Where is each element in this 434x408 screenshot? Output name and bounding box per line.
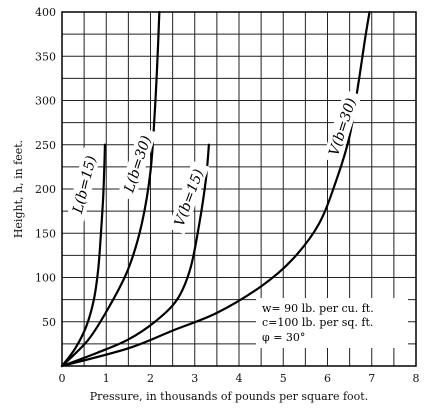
y-axis-title: Height, h, in feet. xyxy=(12,140,25,238)
y-tick-label: 150 xyxy=(35,227,56,240)
x-tick-label: 0 xyxy=(59,372,66,385)
label-l-b15-background xyxy=(66,147,102,222)
curve-l-b15 xyxy=(60,143,107,368)
y-tick-label: 50 xyxy=(42,316,56,329)
parameter-note: w= 90 lb. per cu. ft. c=100 lb. per sq. … xyxy=(256,298,408,348)
x-tick-label: 7 xyxy=(368,372,375,385)
x-axis-title: Pressure, in thousands of pounds per squ… xyxy=(90,390,368,403)
note-friction-angle: φ = 30° xyxy=(262,331,305,344)
y-tick-label: 350 xyxy=(35,50,56,63)
y-tick-label: 400 xyxy=(35,6,56,19)
y-tick-label: 200 xyxy=(35,183,56,196)
label-l-b15-group: L(b=15) xyxy=(66,147,102,222)
label-l-b30: L(b=30) xyxy=(121,134,155,196)
label-v-b30-background xyxy=(322,89,362,164)
note-unit-weight: w= 90 lb. per cu. ft. xyxy=(262,302,374,315)
x-tick-label: 3 xyxy=(191,372,198,385)
x-tick-label: 6 xyxy=(324,372,331,385)
x-tick-label: 2 xyxy=(147,372,154,385)
label-l-b30-background xyxy=(117,126,157,201)
y-tick-label: 100 xyxy=(35,272,56,285)
x-tick-label: 8 xyxy=(413,372,420,385)
y-tick-label: 300 xyxy=(35,95,56,108)
y-tick-labels: 50 100 150 200 250 300 350 400 xyxy=(35,6,56,329)
curve-layer xyxy=(60,10,371,368)
label-v-b15-background xyxy=(167,160,210,235)
label-v-b30: V(b=30) xyxy=(326,96,360,158)
curve-l-b30 xyxy=(60,10,161,368)
x-tick-labels: 0 1 2 3 4 5 6 7 8 xyxy=(59,372,420,385)
label-v-b15: V(b=15) xyxy=(172,167,207,228)
label-l-b15: L(b=15) xyxy=(70,154,100,216)
x-tick-label: 5 xyxy=(280,372,287,385)
parameter-note-background xyxy=(256,298,408,348)
curve-v-b30 xyxy=(60,10,371,368)
label-layer: L(b=15) L(b=30) V(b=15) V(b=30) xyxy=(66,89,362,235)
plot-frame xyxy=(61,11,417,367)
curve-v-b15 xyxy=(60,143,211,368)
y-tick-label: 250 xyxy=(35,139,56,152)
x-tick-label: 4 xyxy=(236,372,243,385)
note-cohesion: c=100 lb. per sq. ft. xyxy=(262,316,373,329)
x-tick-label: 1 xyxy=(103,372,110,385)
